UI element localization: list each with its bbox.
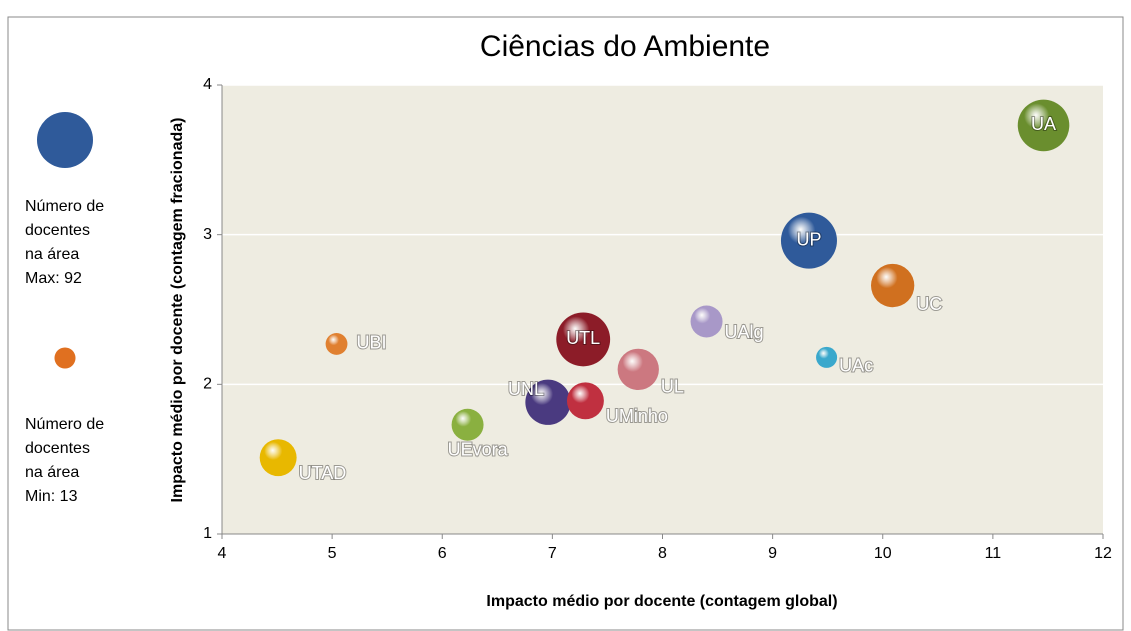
bubble-label: UP xyxy=(796,229,821,249)
bubble xyxy=(816,346,838,368)
legend-text: docentes xyxy=(25,222,90,239)
y-tick-label: 2 xyxy=(203,376,212,393)
x-axis-title: Impacto médio por docente (contagem glob… xyxy=(486,593,837,610)
bubble xyxy=(325,332,348,355)
bubble-label: UA xyxy=(1031,114,1056,134)
x-tick-label: 9 xyxy=(768,545,777,562)
legend-text: docentes xyxy=(25,440,90,457)
bubble-label: UTAD xyxy=(299,463,347,483)
bubble xyxy=(566,382,604,420)
bubble xyxy=(1017,99,1070,152)
legend-text: na área xyxy=(25,464,79,481)
x-tick-label: 10 xyxy=(874,545,892,562)
y-axis-title: Impacto médio por docente (contagem frac… xyxy=(169,118,186,503)
x-tick-label: 11 xyxy=(985,545,1002,562)
y-tick-label: 3 xyxy=(203,226,212,243)
y-tick-label: 4 xyxy=(203,76,212,93)
legend-text: Max: 92 xyxy=(25,270,82,287)
bubble-label: UC xyxy=(916,294,942,314)
bubble-label: UEvora xyxy=(448,439,509,459)
legend-bubble xyxy=(54,347,76,369)
bubble-label: UBI xyxy=(357,333,387,353)
x-tick-label: 8 xyxy=(658,545,667,562)
y-tick-label: 1 xyxy=(203,525,212,542)
x-tick-label: 6 xyxy=(438,545,447,562)
bubble xyxy=(871,263,915,308)
bubble-label: UNL xyxy=(508,379,544,399)
bubble-label: UAlg xyxy=(725,322,764,342)
bubble-label: UTL xyxy=(566,328,600,348)
legend-text: na área xyxy=(25,246,79,263)
bubble xyxy=(617,348,659,391)
chart-title: Ciências do Ambiente xyxy=(480,30,770,63)
x-tick-label: 7 xyxy=(548,545,557,562)
bubble xyxy=(259,439,297,477)
bubble xyxy=(556,312,611,367)
legend-text: Número de xyxy=(25,416,104,433)
bubble xyxy=(690,305,723,338)
bubble xyxy=(780,212,837,269)
legend-bubble xyxy=(36,111,94,169)
legend-text: Min: 13 xyxy=(25,488,78,505)
bubble-label: UMinho xyxy=(606,406,668,426)
x-tick-label: 12 xyxy=(1094,545,1112,562)
bubble xyxy=(525,379,571,425)
legend-text: Número de xyxy=(25,198,104,215)
bubble-label: UL xyxy=(661,377,684,397)
x-tick-label: 4 xyxy=(218,545,227,562)
x-tick-label: 5 xyxy=(328,545,337,562)
plot-area xyxy=(222,85,1103,534)
bubble xyxy=(451,408,484,441)
bubble-label: UAc xyxy=(839,356,873,376)
